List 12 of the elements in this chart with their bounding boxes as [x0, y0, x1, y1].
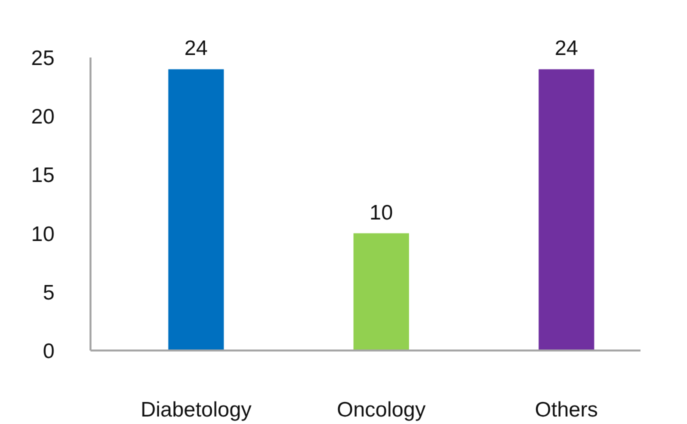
data-label: 24 — [554, 37, 578, 60]
x-tick-label: Oncology — [336, 398, 426, 422]
x-tick-label: Diabetology — [140, 398, 252, 422]
y-tick-label: 10 — [31, 222, 54, 246]
y-tick-label: 5 — [42, 281, 55, 304]
y-tick-label: 15 — [31, 164, 54, 188]
y-tick-label: 0 — [42, 340, 55, 363]
x-tick-label: Others — [534, 398, 598, 422]
data-label: 24 — [184, 37, 208, 60]
data-label: 10 — [370, 201, 393, 224]
y-tick-label: 25 — [31, 47, 54, 70]
y-tick-label: 20 — [31, 106, 54, 129]
